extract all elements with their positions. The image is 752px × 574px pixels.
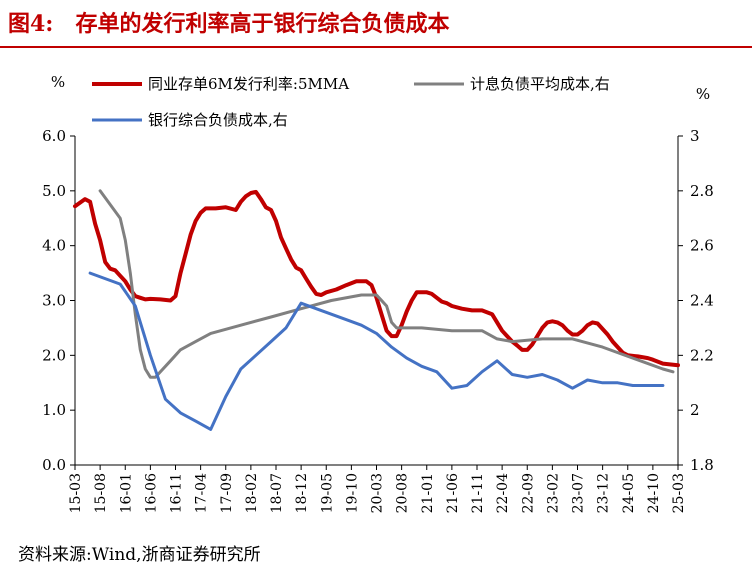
y-left-tick-label: 4.0 <box>42 237 66 255</box>
y-right-tick-label: 1.8 <box>690 456 714 474</box>
y-right-tick-label: 2.6 <box>690 237 714 255</box>
x-tick-label: 25-03 <box>671 473 687 513</box>
y-left-tick-label: 5.0 <box>42 182 66 200</box>
chart-title: 图4: 存单的发行利率高于银行综合负债成本 <box>8 8 449 40</box>
x-tick-label: 23-12 <box>596 473 612 513</box>
legend-item-interbank-cd-rate-label: 同业存单6M发行利率:5MMA <box>148 75 349 93</box>
legend-item-bank-liability-cost-label: 银行综合负债成本,右 <box>148 111 288 129</box>
series-line-interbank-cd-rate <box>73 189 680 368</box>
y-left-tick-label: 6.0 <box>42 127 66 145</box>
x-tick-label: 16-06 <box>143 473 159 513</box>
x-tick-label: 16-01 <box>118 473 134 513</box>
x-tick-label: 23-07 <box>571 473 587 513</box>
y-left-tick-label: 1.0 <box>42 401 66 419</box>
y-right-tick-label: 2 <box>690 401 700 419</box>
series-line-interest-liability-cost <box>98 189 675 379</box>
x-tick-label: 24-05 <box>621 473 637 513</box>
y-left-tick-label: 0.0 <box>42 456 66 474</box>
x-tick-label: 20-08 <box>395 473 411 513</box>
x-tick-label: 20-03 <box>370 473 386 513</box>
figure-title: 存单的发行利率高于银行综合负债成本 <box>75 11 450 37</box>
source-note: 资料来源:Wind,浙商证券研究所 <box>18 545 261 565</box>
x-tick-label: 18-02 <box>244 473 260 513</box>
chart-svg: 0.0 1.0 2.0 3.0 4.0 5.0 6.0 1.8 2 2.2 2.4 2.6 2.8 3%%… <box>42 73 714 513</box>
x-tick-label: 18-12 <box>294 473 310 513</box>
y-left-tick-label: 2.0 <box>42 346 66 364</box>
x-tick-label: 17-09 <box>219 473 235 513</box>
chart-axes: 0.0 1.0 2.0 3.0 4.0 5.0 6.0 1.8 2 2.2 2.4 2.6 2.8 3%%… <box>42 73 714 513</box>
y-right-tick-label: 2.4 <box>690 292 714 310</box>
x-tick-label: 21-01 <box>420 473 436 513</box>
y-right-tick-label: 2.8 <box>690 182 714 200</box>
title-rule <box>0 46 752 48</box>
y-right-unit: % <box>696 85 710 103</box>
x-tick-label: 19-05 <box>319 473 335 513</box>
y-left-unit: % <box>51 73 65 91</box>
y-right-tick-label: 2.2 <box>690 346 714 364</box>
x-tick-label: 24-10 <box>646 473 662 513</box>
x-tick-label: 19-10 <box>344 473 360 513</box>
figure-number: 图4: <box>8 11 54 37</box>
legend-item-interest-liability-cost-label: 计息负债平均成本,右 <box>470 75 610 93</box>
x-tick-label: 22-04 <box>495 473 511 513</box>
x-tick-label: 21-11 <box>470 473 486 513</box>
x-tick-label: 22-09 <box>520 473 536 513</box>
x-tick-label: 16-11 <box>169 473 185 513</box>
x-tick-label: 15-08 <box>93 473 109 513</box>
x-tick-label: 18-07 <box>269 473 285 513</box>
y-left-tick-label: 3.0 <box>42 292 66 310</box>
series-line-bank-liability-cost <box>88 271 665 431</box>
x-tick-label: 21-06 <box>445 473 461 513</box>
x-tick-label: 17-04 <box>194 473 210 513</box>
x-tick-label: 23-02 <box>545 473 561 513</box>
x-tick-label: 15-03 <box>68 473 84 513</box>
y-right-tick-label: 3 <box>690 127 700 145</box>
chart-lines <box>73 189 680 431</box>
